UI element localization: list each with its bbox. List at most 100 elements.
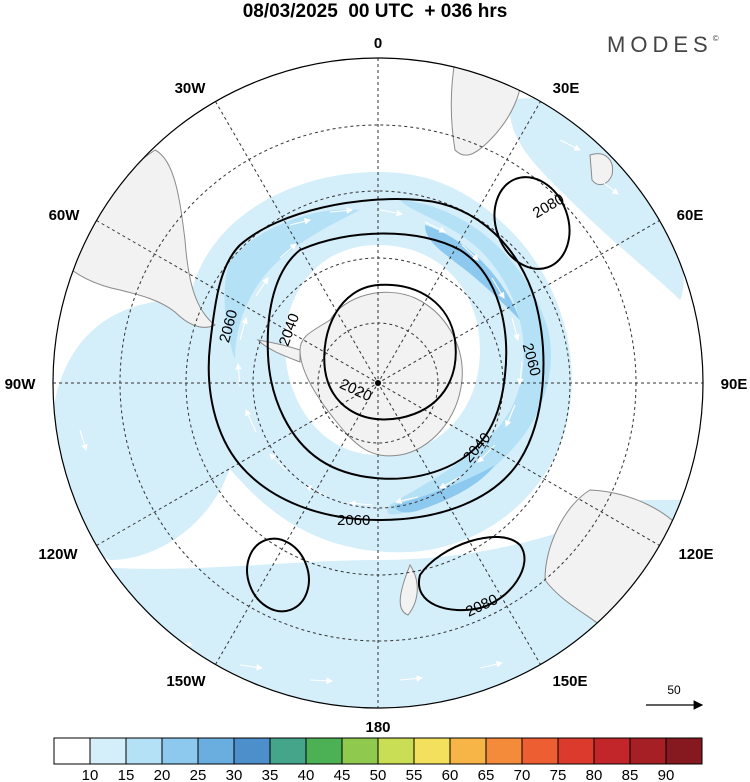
contour-2080-ne	[493, 176, 571, 270]
colorbar-label: 70	[514, 767, 531, 782]
west-band-15	[54, 300, 240, 560]
lon-label-150w: 150W	[166, 673, 206, 690]
lon-label-60w: 60W	[49, 207, 81, 224]
contour-2020	[323, 283, 457, 421]
lon-label-30w: 30W	[175, 80, 207, 97]
madagascar	[589, 153, 614, 186]
colorbar-label: 35	[262, 767, 279, 782]
reference-vector: 50	[646, 683, 704, 710]
map-border	[52, 57, 704, 709]
colorbar-swatch	[197, 737, 235, 765]
colorbar-swatch	[53, 737, 91, 765]
colorbar-swatch	[269, 737, 307, 765]
wind-vector	[279, 243, 297, 259]
lon-label-90w: 90W	[5, 376, 37, 393]
colorbar-label: 60	[442, 767, 459, 782]
colorbar-swatch	[629, 737, 667, 765]
colorbar-label: 65	[478, 767, 495, 782]
colorbar-label: 50	[370, 767, 387, 782]
contour-2080-sw	[246, 537, 310, 613]
wind-vector	[491, 277, 505, 299]
colorbar-label: 25	[190, 767, 207, 782]
colorbar-label: 20	[154, 767, 171, 782]
colorbar-label: 90	[658, 767, 675, 782]
colorbar-swatch	[449, 737, 487, 765]
wind-vector	[559, 139, 581, 151]
colorbar-swatch	[233, 737, 271, 765]
lon-label-90e: 90E	[721, 376, 748, 393]
lon-label-30e: 30E	[553, 80, 580, 97]
lon-label-120w: 120W	[38, 546, 78, 563]
ne-band-15	[509, 98, 684, 300]
wind-vector	[79, 429, 88, 452]
colorbar-swatch	[557, 737, 595, 765]
colorbar-swatch	[413, 737, 451, 765]
wind-vector	[99, 599, 124, 607]
wind-vector	[439, 476, 461, 489]
colorbar: 10 15 20 25 30 35 40 45 50 55 60 65 70 75 80 85 90	[53, 737, 703, 782]
wind-vector	[511, 317, 520, 342]
wind-vector	[517, 361, 524, 386]
lon-label-120e: 120E	[678, 546, 713, 563]
colorbar-swatch	[485, 737, 523, 765]
colorbar-swatch	[377, 737, 415, 765]
wind-vector	[289, 218, 312, 226]
wind-vector	[399, 675, 424, 682]
colorbar-label: 30	[226, 767, 243, 782]
lon-label-0: 0	[374, 35, 382, 52]
colorbar-label: 40	[298, 767, 315, 782]
wind-vector	[239, 663, 264, 671]
height-contours	[207, 176, 571, 613]
antarctica	[299, 291, 463, 457]
wind-vector	[348, 500, 373, 507]
contour-label: 2060	[337, 512, 370, 529]
wind-vector	[129, 559, 152, 568]
wind-vector	[599, 179, 619, 195]
colorbar-label: 15	[118, 767, 135, 782]
lon-label-180: 180	[365, 719, 390, 736]
contour-2040	[266, 232, 508, 480]
colorbar-label: 10	[82, 767, 99, 782]
wind-vector	[424, 221, 446, 233]
colorbar-label: 45	[334, 767, 351, 782]
colorbar-swatch	[665, 737, 703, 765]
wind-vector	[479, 661, 504, 669]
wind-vector	[394, 496, 419, 504]
new-zealand	[399, 563, 418, 616]
copyright-icon: ©	[712, 34, 719, 43]
colorbar-swatch	[125, 737, 163, 765]
wind-vector	[309, 677, 334, 685]
lon-label-150e: 150E	[552, 673, 587, 690]
colorbar-swatch	[593, 737, 631, 765]
brand-logo: MODES©	[607, 32, 719, 58]
jet-band-20-west	[224, 209, 360, 360]
wind-vector	[235, 362, 242, 387]
colorbar-swatch	[161, 737, 199, 765]
land-masses	[59, 58, 695, 645]
contour-2080-se	[417, 536, 526, 612]
colorbar-swatch	[305, 737, 343, 765]
wind-vector	[477, 444, 496, 463]
south-pole-marker	[375, 380, 381, 386]
wind-vector	[239, 316, 248, 341]
wind-vector	[505, 404, 516, 428]
colorbar-label: 55	[406, 767, 423, 782]
wind-vector	[269, 453, 287, 471]
reference-vector-label: 50	[667, 683, 681, 697]
jet-core-25-south	[395, 465, 495, 513]
jet-band-20	[387, 200, 551, 515]
wind-vector	[245, 408, 257, 433]
wind-vector	[329, 207, 354, 214]
colorbar-label: 85	[622, 767, 639, 782]
longitude-labels: 0 30E 60E 90E 120E 150E 180 150W 120W 90…	[5, 35, 748, 736]
wind-vector	[379, 209, 404, 217]
colorbar-swatch	[341, 737, 379, 765]
colorbar-swatch	[89, 737, 127, 765]
lon-label-60e: 60E	[677, 207, 704, 224]
map-title: 08/03/2025 00 UTC + 036 hrs	[242, 1, 508, 22]
wind-vector	[255, 277, 269, 297]
brand-name: MODES	[607, 32, 713, 57]
colorbar-label: 75	[550, 767, 567, 782]
colorbar-label: 80	[586, 767, 603, 782]
